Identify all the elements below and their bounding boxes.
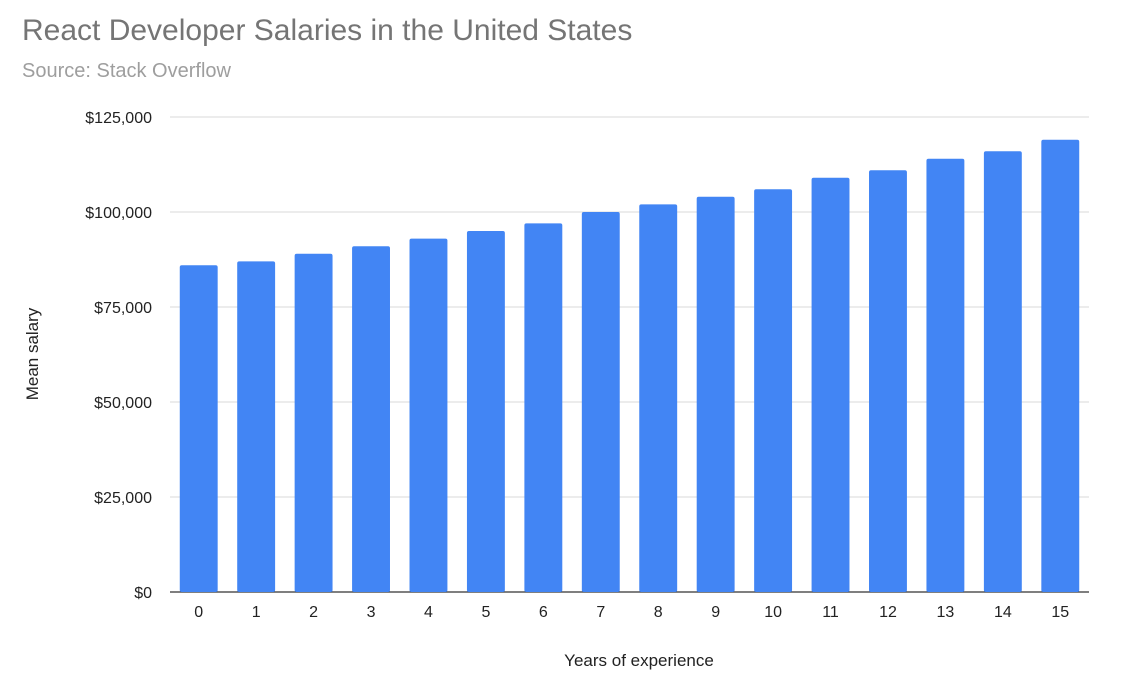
x-tick-label: 8 [654, 604, 663, 621]
y-tick-label: $25,000 [94, 490, 152, 507]
y-axis-label: Mean salary [23, 307, 42, 400]
bar [524, 223, 563, 592]
y-tick-label: $50,000 [94, 395, 152, 412]
x-tick-label: 9 [711, 604, 720, 621]
bar [294, 253, 333, 593]
x-tick-label: 14 [994, 604, 1012, 621]
x-tick-label: 2 [309, 604, 318, 621]
bar [581, 212, 620, 592]
bar [639, 204, 678, 592]
x-tick-label: 7 [596, 604, 605, 621]
y-tick-label: $0 [134, 585, 152, 602]
x-tick-label: 13 [937, 604, 955, 621]
bar [926, 158, 965, 593]
bar [1041, 139, 1080, 593]
bar [409, 238, 448, 592]
x-tick-label: 10 [764, 604, 782, 621]
x-tick-label: 5 [481, 604, 490, 621]
bar [352, 246, 390, 592]
chart-title: React Developer Salaries in the United S… [22, 14, 633, 47]
x-tick-label: 11 [822, 604, 839, 621]
y-tick-label: $125,000 [85, 110, 152, 127]
x-tick-label: 1 [252, 604, 261, 621]
x-tick-label: 15 [1051, 604, 1069, 621]
bar [696, 196, 735, 593]
bar [237, 261, 276, 592]
bar [869, 170, 907, 592]
x-tick-label: 4 [424, 604, 433, 621]
x-tick-label: 0 [194, 604, 203, 621]
x-tick-label: 3 [367, 604, 376, 621]
bar [179, 265, 218, 592]
y-axis-ticks: $0 $25,000 $50,000 $75,000 $100,000 $125,000 [85, 110, 152, 602]
bar [811, 177, 850, 593]
x-axis-label: Years of experience [564, 651, 714, 670]
y-tick-label: $100,000 [85, 205, 152, 222]
y-tick-label: $75,000 [94, 300, 152, 317]
bar [754, 189, 793, 592]
x-axis-ticks: 0 1 2 3 4 5 6 7 8 9 10 11 12 13 14 15 [194, 604, 1069, 621]
chart-subtitle: Source: Stack Overflow [22, 60, 231, 82]
bar [466, 231, 505, 592]
bars [179, 139, 1080, 593]
x-tick-label: 12 [879, 604, 897, 621]
bar [983, 151, 1022, 592]
x-tick-label: 6 [539, 604, 548, 621]
